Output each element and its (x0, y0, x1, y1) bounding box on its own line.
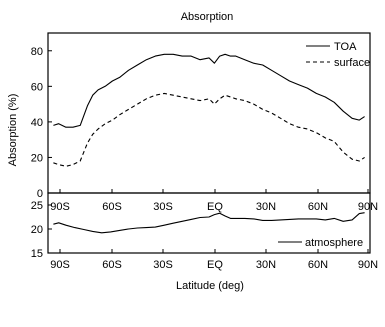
x-tick-label: 90S (50, 201, 70, 213)
plot-frame (47, 192, 371, 254)
legend-label-toa: TOA (334, 41, 357, 53)
y-tick-label: 80 (31, 46, 43, 58)
plot-frame (47, 32, 371, 194)
y-axis-label: Absorption (%) (7, 94, 19, 167)
x-tick-label: 90S (50, 259, 70, 271)
y-tick-label: 60 (31, 81, 43, 93)
y-tick-label: 20 (31, 152, 43, 164)
y-tick-label: 0 (37, 188, 43, 200)
series-line-TOA (53, 53, 365, 128)
series-line-atmosphere (53, 212, 365, 234)
x-tick-label: 60N (308, 201, 328, 213)
x-tick-label: 30N (256, 201, 276, 213)
legend-label-atmosphere: atmosphere (305, 237, 363, 249)
y-tick-label: 15 (31, 248, 43, 260)
x-tick-label: 90N (358, 201, 378, 213)
x-tick-label: 90N (358, 259, 378, 271)
legend-label-surface: surface (334, 57, 370, 69)
x-tick-label: EQ (207, 259, 223, 271)
x-tick-label: 60S (102, 201, 122, 213)
chart-title: Absorption (181, 11, 234, 23)
y-tick-label: 20 (31, 224, 43, 236)
x-tick-label: EQ (207, 201, 223, 213)
x-axis-label: Latitude (deg) (176, 280, 244, 292)
x-tick-label: 30N (256, 259, 276, 271)
x-tick-label: 60S (102, 259, 122, 271)
series-line-surface (53, 92, 365, 167)
x-tick-label: 60N (308, 259, 328, 271)
y-tick-label: 40 (31, 117, 43, 129)
x-tick-label: 30S (153, 201, 173, 213)
y-tick-label: 25 (31, 200, 43, 212)
x-tick-label: 30S (153, 259, 173, 271)
